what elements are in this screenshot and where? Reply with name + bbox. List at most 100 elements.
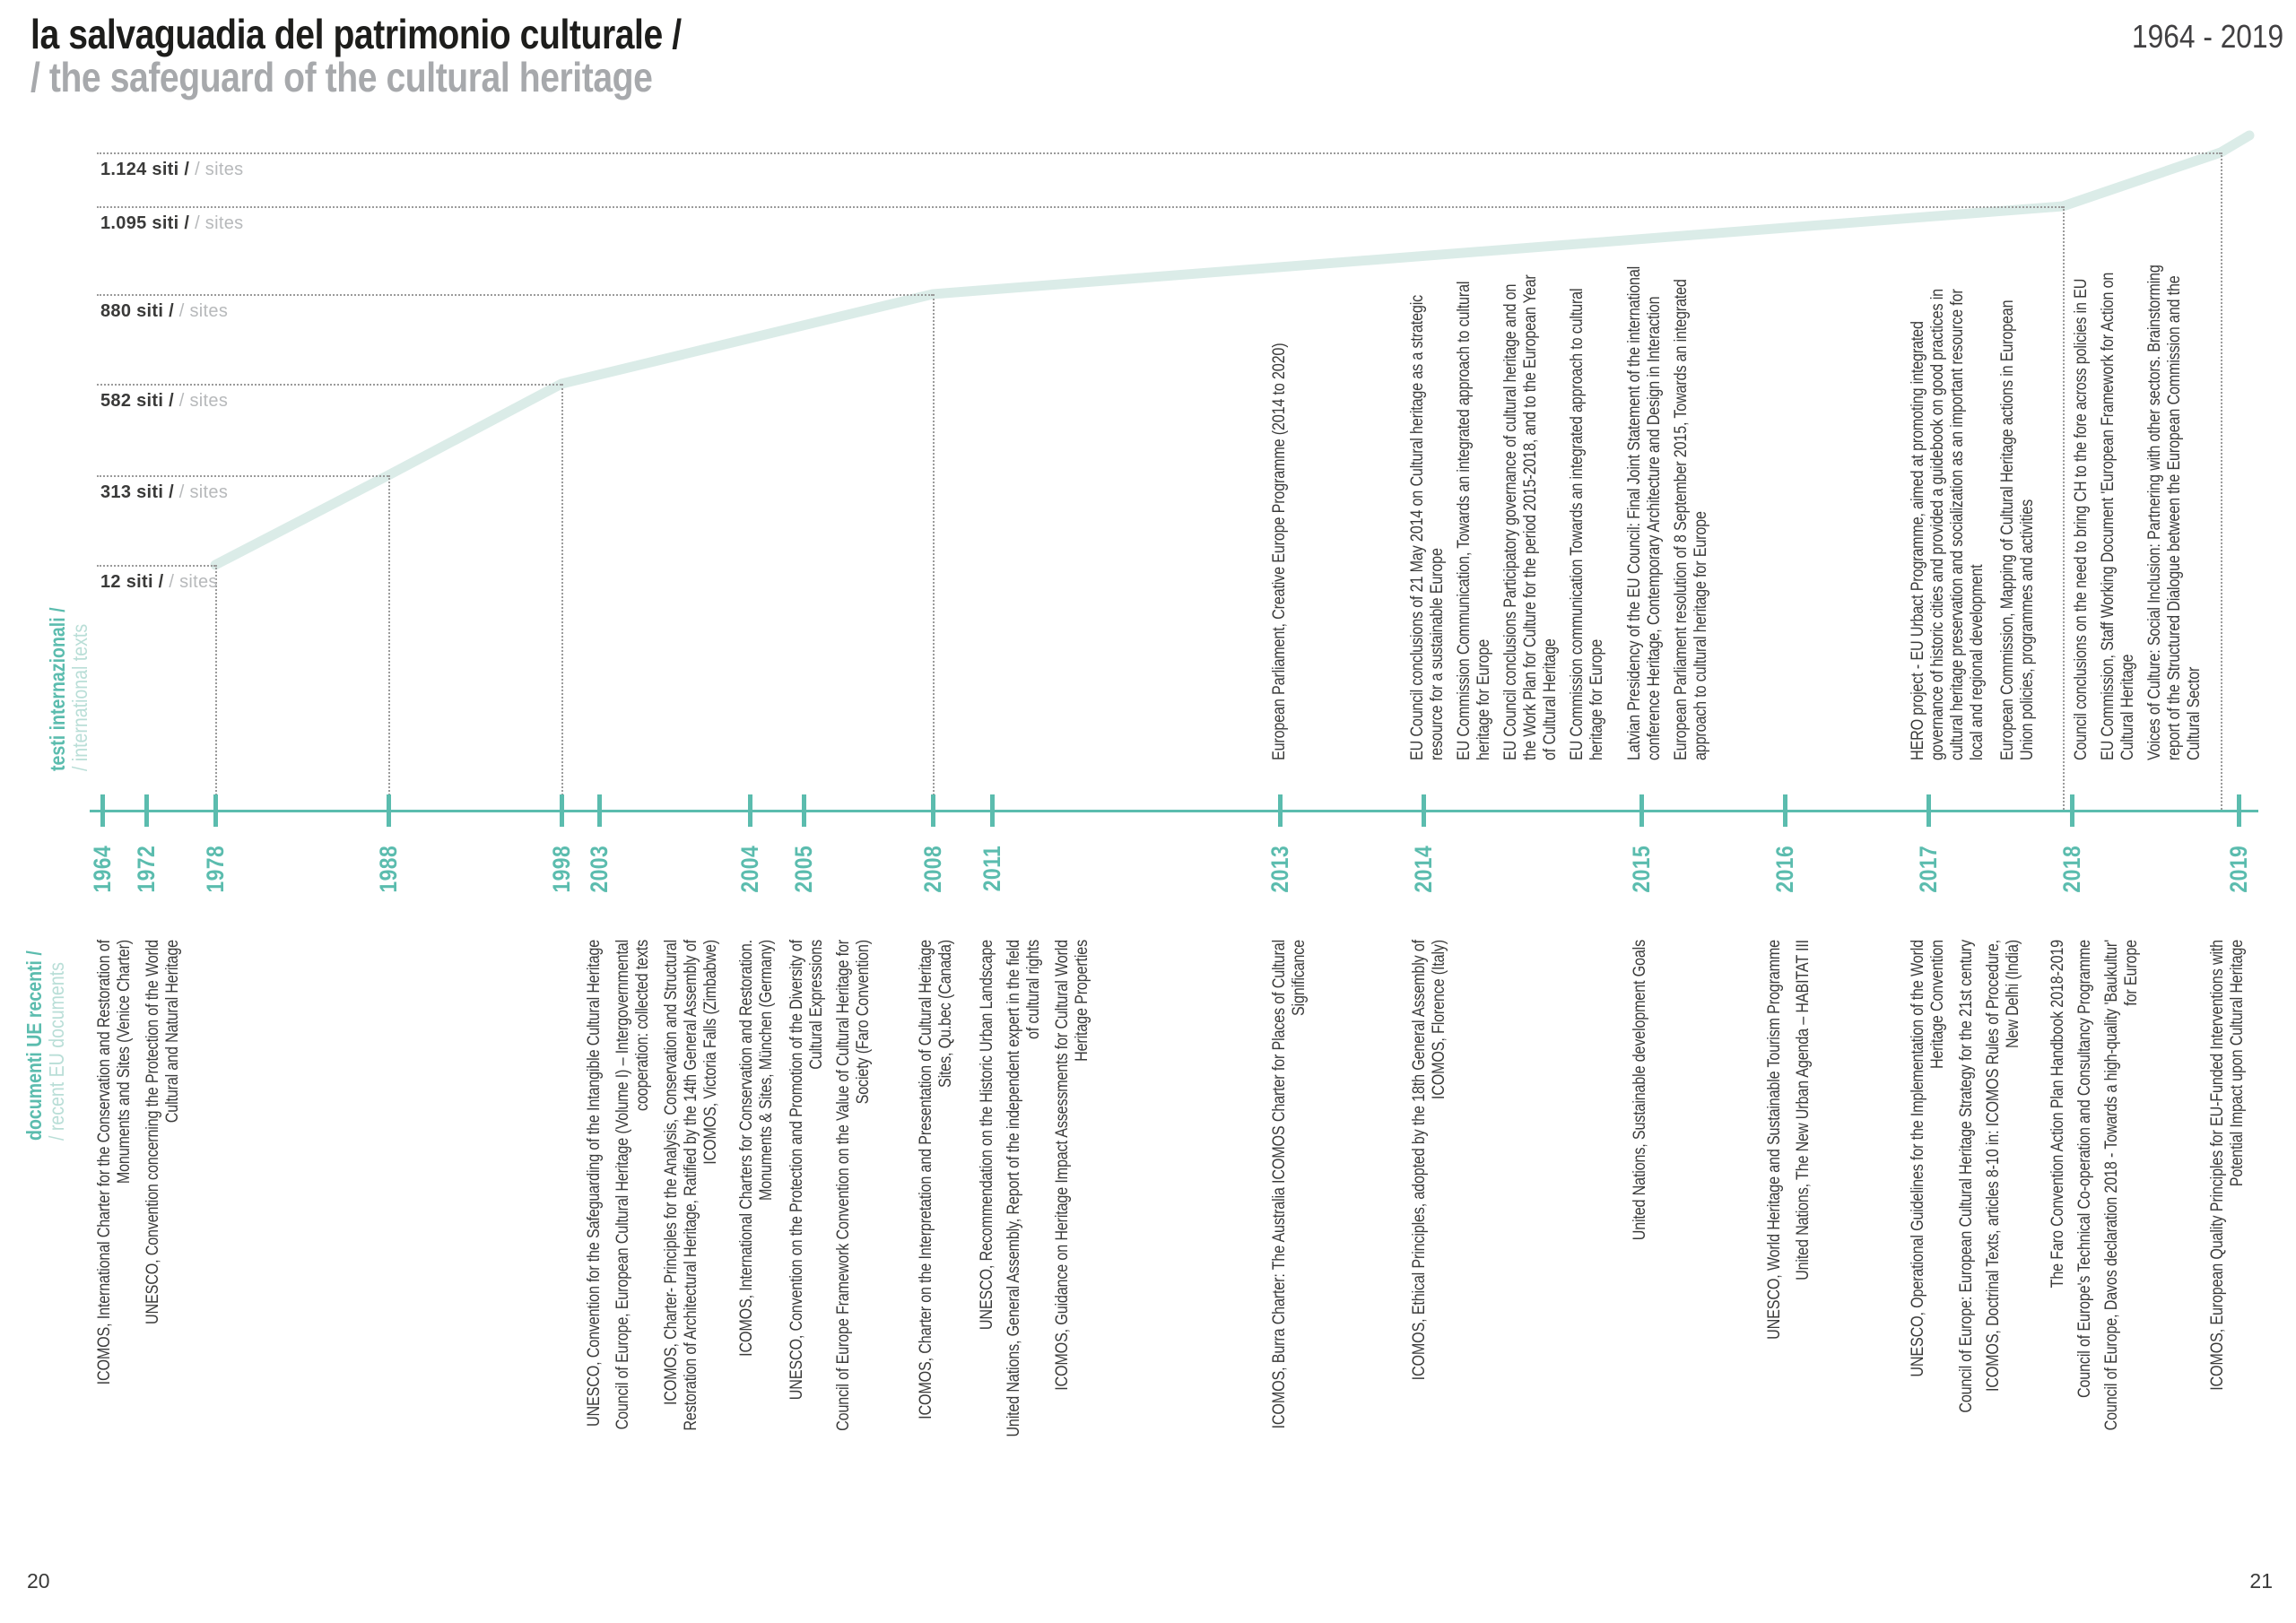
year-label-2003: 2003 bbox=[586, 845, 613, 893]
eu-document-event-2018: The Faro Convention Action Plan Handbook… bbox=[2048, 940, 2068, 1519]
event-text-line: Cultural Heritage bbox=[2118, 654, 2137, 760]
event-text-line: European Parliament, Creative Europe Pro… bbox=[1270, 343, 1289, 760]
event-text-line: ICOMOS, Charter- Principles for the Anal… bbox=[662, 940, 681, 1405]
international-text-event-2018: EU Commission, Staff Working Document 'E… bbox=[2099, 181, 2138, 760]
event-text-line: governance of historic cities and provid… bbox=[1928, 289, 1947, 760]
year-label-2014: 2014 bbox=[1410, 845, 1437, 893]
year-label-1972: 1972 bbox=[133, 845, 160, 893]
event-text-line: ICOMOS, International Charter for the Co… bbox=[95, 940, 114, 1385]
caption-international-texts: testi internazionali / / international t… bbox=[46, 451, 91, 771]
event-text-line: ICOMOS, European Quality Principles for … bbox=[2208, 940, 2227, 1391]
event-text-line: Monuments & Sites, München (Germany) bbox=[757, 940, 776, 1201]
event-text-line: heritage for Europe bbox=[1587, 638, 1606, 760]
page-number-right: 21 bbox=[2249, 1569, 2273, 1593]
leader-line-vertical bbox=[2063, 206, 2065, 810]
event-text-line: ICOMOS, Florence (Italy) bbox=[1430, 940, 1448, 1100]
international-text-event-2018: Voices of Culture: Social Inclusion: Par… bbox=[2145, 181, 2205, 760]
event-text-line: cooperation: collected texts bbox=[633, 940, 652, 1111]
year-tick-2019 bbox=[2237, 794, 2241, 827]
site-count-value: 12 siti / bbox=[100, 572, 170, 592]
eu-document-event-2017: UNESCO, Operational Guidelines for the I… bbox=[1909, 940, 1948, 1519]
international-text-event-2014: EU Commission Communication, Towards an … bbox=[1455, 181, 1494, 760]
eu-document-event-2011: ICOMOS, Guidance on Heritage Impact Asse… bbox=[1053, 940, 1092, 1519]
event-text-line: conference Heritage, Contemporary Archit… bbox=[1645, 296, 1664, 760]
international-text-event-2015: Latvian Presidency of the EU Council: Fi… bbox=[1625, 181, 1665, 760]
year-tick-1988 bbox=[387, 794, 391, 827]
event-text-line: heritage for Europe bbox=[1474, 638, 1493, 760]
caption-eu-documents: documenti UE recenti / / recent EU docum… bbox=[22, 820, 68, 1141]
site-count-label: 1.095 siti / / sites bbox=[100, 213, 243, 234]
event-text-line: ICOMOS, International Charters for Conse… bbox=[737, 940, 756, 1357]
event-text-line: UNESCO, Operational Guidelines for the I… bbox=[1909, 940, 1927, 1377]
eu-document-event-1972: UNESCO, Convention concerning the Protec… bbox=[144, 940, 183, 1519]
eu-document-event-2018: Council of Europe, Davos declaration 201… bbox=[2102, 940, 2142, 1519]
year-label-2017: 2017 bbox=[1915, 845, 1942, 893]
eu-document-event-2003: Council of Europe, European Cultural Her… bbox=[613, 940, 653, 1519]
year-tick-2005 bbox=[802, 794, 806, 827]
event-text-line: cultural heritage preservation and socia… bbox=[1948, 289, 1967, 760]
event-text-line: for Europe bbox=[2122, 940, 2141, 1006]
eu-document-event-2011: UNESCO, Recommendation on the Historic U… bbox=[978, 940, 997, 1519]
eu-document-event-2003: ICOMOS, Charter- Principles for the Anal… bbox=[662, 940, 721, 1519]
event-text-line: ICOMOS, Charter on the Interpretation an… bbox=[917, 940, 935, 1419]
event-text-line: Cultural and Natural Heritage bbox=[163, 940, 182, 1124]
international-text-event-2014: EU Council conclusions Participatory gov… bbox=[1501, 181, 1561, 760]
year-label-2005: 2005 bbox=[790, 845, 817, 893]
year-tick-1978 bbox=[213, 794, 218, 827]
site-count-translation: / sites bbox=[195, 213, 244, 233]
event-text-line: Restoration of Architectural Heritage, R… bbox=[682, 940, 700, 1431]
international-text-event-2017: HERO project - EU Urbact Programme, aime… bbox=[1909, 181, 1987, 760]
site-count-value: 313 siti / bbox=[100, 482, 179, 502]
leader-line-vertical bbox=[215, 565, 217, 810]
site-count-label: 880 siti / / sites bbox=[100, 301, 228, 322]
leader-line-vertical bbox=[388, 475, 390, 810]
date-range: 1964 - 2019 bbox=[2131, 18, 2283, 55]
event-text-line: Council of Europe, European Cultural Her… bbox=[613, 940, 632, 1430]
year-tick-2004 bbox=[748, 794, 752, 827]
event-text-line: resource for a sustainable Europe bbox=[1428, 548, 1447, 760]
leader-line-horizontal bbox=[97, 475, 388, 477]
site-count-value: 1.124 siti / bbox=[100, 160, 196, 179]
year-label-1988: 1988 bbox=[375, 845, 402, 893]
event-text-line: EU Commission communication Towards an i… bbox=[1568, 288, 1587, 760]
eu-document-event-2015: United Nations, Sustainable development … bbox=[1631, 940, 1650, 1519]
eu-document-event-2004: ICOMOS, International Charters for Conse… bbox=[737, 940, 777, 1519]
event-text-line: local and regional development bbox=[1968, 564, 1987, 760]
page-title-english: / the safeguard of the cultural heritage bbox=[30, 54, 653, 100]
event-text-line: The Faro Convention Action Plan Handbook… bbox=[2048, 940, 2067, 1289]
event-text-line: ICOMOS, Guidance on Heritage Impact Asse… bbox=[1053, 940, 1072, 1391]
event-text-line: Significance bbox=[1290, 940, 1309, 1017]
year-tick-1972 bbox=[144, 794, 149, 827]
event-text-line: European Parliament resolution of 8 Sept… bbox=[1672, 279, 1691, 760]
eu-document-event-2014: ICOMOS, Ethical Principles, adopted by t… bbox=[1410, 940, 1449, 1519]
leader-line-vertical bbox=[933, 294, 935, 810]
event-text-line: Latvian Presidency of the EU Council: Fi… bbox=[1625, 265, 1644, 760]
eu-document-event-2016: United Nations, The New Urban Agenda – H… bbox=[1794, 940, 1813, 1519]
event-text-line: ICOMOS, Ethical Principles, adopted by t… bbox=[1410, 940, 1429, 1381]
site-count-label: 1.124 siti / / sites bbox=[100, 160, 243, 180]
leader-line-horizontal bbox=[97, 565, 215, 567]
eu-document-event-2003: UNESCO, Convention for the Safeguarding … bbox=[585, 940, 604, 1519]
event-text-line: Council of Europe's Technical Co-operati… bbox=[2075, 940, 2094, 1399]
eu-document-event-1964: ICOMOS, International Charter for the Co… bbox=[95, 940, 135, 1519]
event-text-line: Voices of Culture: Social Inclusion: Par… bbox=[2145, 265, 2164, 760]
event-text-line: Cultural Expressions bbox=[807, 940, 826, 1070]
site-count-translation: / sites bbox=[178, 391, 229, 411]
year-tick-2008 bbox=[931, 794, 935, 827]
event-text-line: United Nations, The New Urban Agenda – H… bbox=[1794, 940, 1813, 1280]
site-count-value: 582 siti / bbox=[100, 391, 179, 411]
year-label-2015: 2015 bbox=[1628, 845, 1655, 893]
eu-document-event-2005: UNESCO, Convention on the Protection and… bbox=[787, 940, 827, 1519]
event-text-line: Council conclusions on the need to bring… bbox=[2072, 278, 2091, 760]
leader-line-horizontal bbox=[97, 152, 2221, 154]
year-tick-2017 bbox=[1926, 794, 1931, 827]
leader-line-horizontal bbox=[97, 384, 561, 386]
site-count-value: 880 siti / bbox=[100, 301, 179, 321]
international-text-event-2014: EU Commission communication Towards an i… bbox=[1568, 181, 1607, 760]
timeline-axis bbox=[90, 810, 2258, 812]
eu-document-event-2008: ICOMOS, Charter on the Interpretation an… bbox=[917, 940, 956, 1519]
year-label-2018: 2018 bbox=[2058, 845, 2085, 893]
event-text-line: UNESCO, Convention concerning the Protec… bbox=[144, 940, 162, 1324]
international-text-event-2013: European Parliament, Creative Europe Pro… bbox=[1270, 181, 1290, 760]
